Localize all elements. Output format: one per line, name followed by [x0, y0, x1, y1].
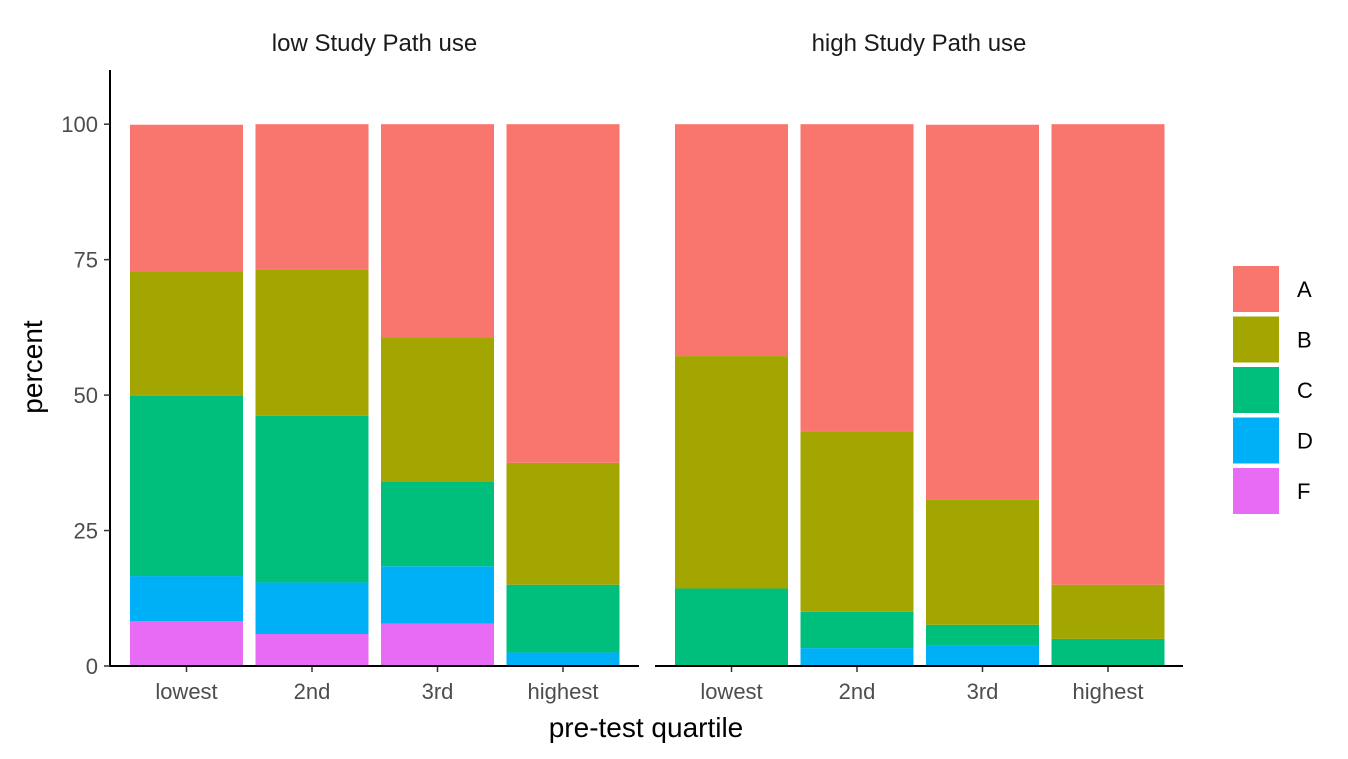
y-axis-title: percent [17, 320, 48, 414]
y-tick-label: 25 [74, 519, 98, 544]
x-tick-label: highest [1073, 679, 1144, 704]
bar-segment-D [506, 652, 620, 666]
bar-segment-D [800, 648, 914, 666]
bar-segment-D [381, 566, 494, 624]
bar-segment-A [130, 124, 243, 272]
panel-title: high Study Path use [812, 30, 1027, 57]
bar-segment-C [675, 588, 788, 666]
bar-segment-B [675, 356, 788, 589]
bar-segment-A [255, 124, 369, 270]
bar-segment-B [381, 337, 494, 482]
y-tick-label: 0 [86, 654, 98, 679]
x-tick-label: 2nd [839, 679, 876, 704]
legend-label: B [1297, 328, 1312, 353]
bar-segment-C [1051, 638, 1165, 666]
x-tick-label: lowest [155, 679, 217, 704]
bar-segment-A [381, 124, 494, 338]
legend-label: D [1297, 429, 1313, 454]
bar-segment-C [381, 481, 494, 567]
panel-title: low Study Path use [272, 30, 477, 57]
bar-segment-C [926, 624, 1039, 646]
x-tick-label: 3rd [967, 679, 999, 704]
legend-key-B [1233, 316, 1279, 363]
x-axis-title: pre-test quartile [549, 712, 744, 743]
bar-segment-C [130, 395, 243, 577]
panel-low: low Study Path use lowest 2nd 3rd highest [110, 30, 639, 704]
axis-layer: 0 25 50 75 100 [61, 70, 111, 679]
bar-segment-D [255, 582, 369, 635]
y-tick-label: 100 [61, 112, 98, 137]
bar-segment-B [800, 431, 914, 612]
bar-segment-B [1051, 584, 1165, 639]
bar-segment-D [926, 645, 1039, 666]
legend-label: F [1297, 479, 1310, 504]
legend-label: A [1297, 277, 1312, 302]
bar-segment-D [130, 576, 243, 622]
legend-key-F [1233, 468, 1279, 514]
x-tick-label: 2nd [294, 679, 331, 704]
bar-segment-A [926, 124, 1039, 500]
bar-segment-B [130, 271, 243, 396]
bar-segment-C [506, 584, 620, 653]
bar-segment-F [130, 621, 243, 666]
y-tick-label: 50 [74, 383, 98, 408]
bar-segment-A [675, 124, 788, 357]
legend-key-D [1233, 417, 1279, 464]
bar-segment-A [506, 124, 620, 463]
bar-segment-F [255, 634, 369, 666]
bar-segment-B [926, 499, 1039, 625]
bar-segment-A [1051, 124, 1165, 585]
x-tick-label: 3rd [422, 679, 454, 704]
legend-key-C [1233, 367, 1279, 413]
bar-segment-B [255, 269, 369, 416]
bar-segment-C [800, 611, 914, 649]
x-tick-label: lowest [700, 679, 762, 704]
bar-segment-B [506, 462, 620, 585]
legend: A BC DF [1233, 266, 1313, 514]
legend-key-A [1233, 266, 1279, 312]
bar-segment-A [800, 124, 914, 432]
x-tick-label: highest [528, 679, 599, 704]
y-tick-label: 75 [74, 248, 98, 273]
bar-segment-C [255, 415, 369, 583]
panel-high: high Study Path use lowest 2nd 3rd highest [655, 30, 1183, 704]
legend-label: C [1297, 378, 1313, 403]
bar-segment-F [381, 623, 494, 666]
